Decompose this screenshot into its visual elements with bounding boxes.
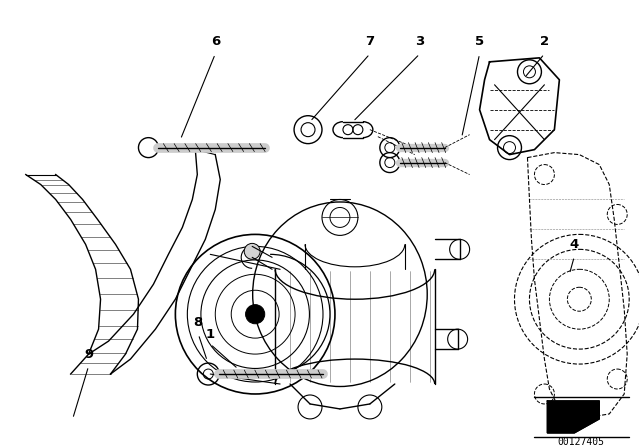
Text: 4: 4 — [570, 238, 579, 251]
Text: 6: 6 — [211, 35, 220, 48]
Text: 7: 7 — [365, 35, 374, 48]
Polygon shape — [547, 401, 599, 433]
Circle shape — [246, 305, 265, 324]
Text: 2: 2 — [540, 35, 549, 48]
Text: 9: 9 — [84, 348, 93, 361]
Text: 00127405: 00127405 — [558, 437, 605, 447]
Text: 1: 1 — [205, 327, 215, 340]
Text: 3: 3 — [415, 35, 424, 48]
Text: 8: 8 — [194, 316, 203, 329]
Text: 5: 5 — [475, 35, 484, 48]
Circle shape — [244, 243, 260, 259]
